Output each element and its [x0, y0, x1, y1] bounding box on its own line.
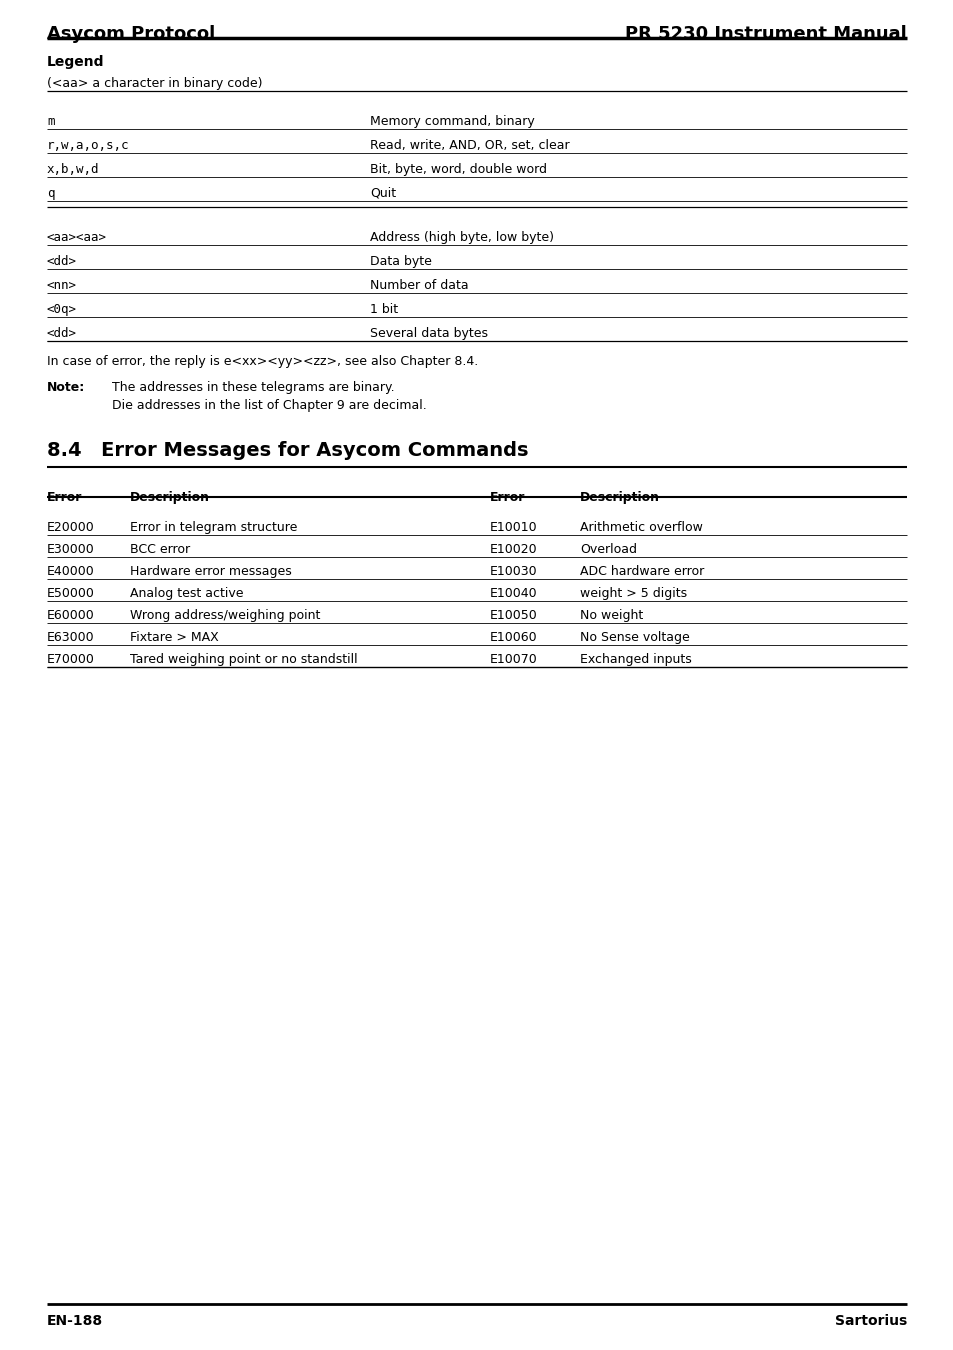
Text: E10040: E10040	[490, 587, 537, 599]
Text: Exchanged inputs: Exchanged inputs	[579, 653, 691, 666]
Text: Asycom Protocol: Asycom Protocol	[47, 26, 215, 43]
Text: Analog test active: Analog test active	[130, 587, 243, 599]
Text: <nn>: <nn>	[47, 279, 77, 292]
Text: x,b,w,d: x,b,w,d	[47, 163, 99, 176]
Text: EN-188: EN-188	[47, 1314, 103, 1328]
Text: Number of data: Number of data	[370, 279, 468, 292]
Text: Bit, byte, word, double word: Bit, byte, word, double word	[370, 163, 546, 176]
Text: r,w,a,o,s,c: r,w,a,o,s,c	[47, 139, 130, 153]
Text: Hardware error messages: Hardware error messages	[130, 566, 292, 578]
Text: Several data bytes: Several data bytes	[370, 327, 488, 340]
Text: E70000: E70000	[47, 653, 94, 666]
Text: Error: Error	[490, 491, 525, 504]
Text: E10020: E10020	[490, 543, 537, 556]
Text: <dd>: <dd>	[47, 327, 77, 340]
Text: E10010: E10010	[490, 521, 537, 535]
Text: <0q>: <0q>	[47, 302, 77, 316]
Text: The addresses in these telegrams are binary.: The addresses in these telegrams are bin…	[112, 381, 395, 394]
Text: Note:: Note:	[47, 381, 85, 394]
Text: q: q	[47, 188, 54, 200]
Text: Die addresses in the list of Chapter 9 are decimal.: Die addresses in the list of Chapter 9 a…	[112, 400, 426, 412]
Text: <aa><aa>: <aa><aa>	[47, 231, 107, 244]
Text: No weight: No weight	[579, 609, 642, 622]
Text: Error: Error	[47, 491, 82, 504]
Text: Error in telegram structure: Error in telegram structure	[130, 521, 297, 535]
Text: Description: Description	[130, 491, 210, 504]
Text: In case of error, the reply is e<xx><yy><zz>, see also Chapter 8.4.: In case of error, the reply is e<xx><yy>…	[47, 355, 477, 369]
Text: E40000: E40000	[47, 566, 94, 578]
Text: Description: Description	[579, 491, 659, 504]
Text: <dd>: <dd>	[47, 255, 77, 269]
Text: E63000: E63000	[47, 630, 94, 644]
Text: E10070: E10070	[490, 653, 537, 666]
Text: Arithmetic overflow: Arithmetic overflow	[579, 521, 702, 535]
Text: m: m	[47, 115, 54, 128]
Text: E50000: E50000	[47, 587, 94, 599]
Text: Overload: Overload	[579, 543, 637, 556]
Text: No Sense voltage: No Sense voltage	[579, 630, 689, 644]
Text: Fixtare > MAX: Fixtare > MAX	[130, 630, 218, 644]
Text: E10030: E10030	[490, 566, 537, 578]
Text: BCC error: BCC error	[130, 543, 190, 556]
Text: Data byte: Data byte	[370, 255, 432, 269]
Text: 8.4 Error Messages for Asycom Commands: 8.4 Error Messages for Asycom Commands	[47, 441, 528, 460]
Text: Tared weighing point or no standstill: Tared weighing point or no standstill	[130, 653, 357, 666]
Text: Legend: Legend	[47, 55, 105, 69]
Text: ADC hardware error: ADC hardware error	[579, 566, 703, 578]
Text: E60000: E60000	[47, 609, 94, 622]
Text: E10060: E10060	[490, 630, 537, 644]
Text: E20000: E20000	[47, 521, 94, 535]
Text: Wrong address/weighing point: Wrong address/weighing point	[130, 609, 320, 622]
Text: E30000: E30000	[47, 543, 94, 556]
Text: Sartorius: Sartorius	[834, 1314, 906, 1328]
Text: Memory command, binary: Memory command, binary	[370, 115, 535, 128]
Text: PR 5230 Instrument Manual: PR 5230 Instrument Manual	[624, 26, 906, 43]
Text: 1 bit: 1 bit	[370, 302, 397, 316]
Text: E10050: E10050	[490, 609, 537, 622]
Text: weight > 5 digits: weight > 5 digits	[579, 587, 686, 599]
Text: Quit: Quit	[370, 188, 395, 200]
Text: (<aa> a character in binary code): (<aa> a character in binary code)	[47, 77, 262, 90]
Text: Address (high byte, low byte): Address (high byte, low byte)	[370, 231, 554, 244]
Text: Read, write, AND, OR, set, clear: Read, write, AND, OR, set, clear	[370, 139, 569, 153]
